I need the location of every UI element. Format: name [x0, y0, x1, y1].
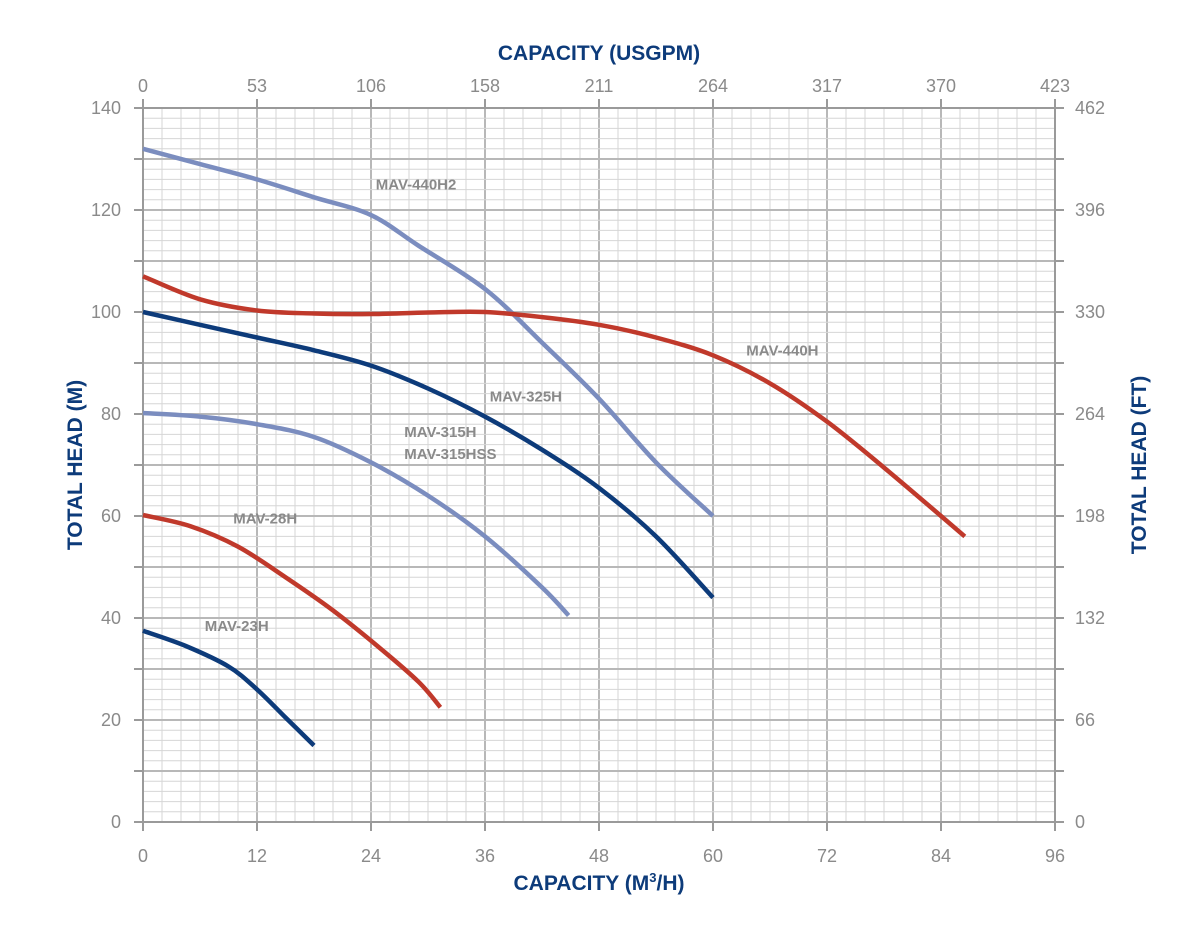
- x-top-tick-label: 53: [247, 76, 267, 96]
- y-right-tick-label: 396: [1075, 200, 1105, 220]
- x-top-tick-label: 158: [470, 76, 500, 96]
- series-label-mav-23h: MAV-23H: [205, 618, 269, 635]
- y-right-tick-label: 330: [1075, 302, 1105, 322]
- series-label-mav-315h-mav-315hss: MAV-315HSS: [404, 446, 496, 463]
- x-tick-label: 84: [931, 846, 951, 866]
- y-tick-label: 0: [111, 812, 121, 832]
- y-tick-label: 100: [91, 302, 121, 322]
- right-axis-title: TOTAL HEAD (FT): [1128, 376, 1151, 554]
- x-top-tick-label: 0: [138, 76, 148, 96]
- y-right-tick-label: 132: [1075, 608, 1105, 628]
- series-line-mav-28h: [142, 512, 443, 709]
- series-label-mav-440h2: MAV-440H2: [376, 177, 457, 194]
- bottom-axis-title-suffix: /H): [656, 872, 684, 895]
- top-axis-title: CAPACITY (USGPM): [498, 42, 700, 65]
- tick-layer: 0 12 24 36 48 60 72 84 96 0 53 106 158 211 264 317 370 42…: [91, 76, 1105, 866]
- y-right-tick-label: 198: [1075, 506, 1105, 526]
- label-layer: MAV-440H2 MAV-440H MAV-325H MAV-315H MAV-315…: [205, 177, 819, 635]
- bottom-axis-title-prefix: CAPACITY (M: [514, 872, 650, 895]
- series-line-mav-440h2: [142, 146, 715, 518]
- series-label-mav-28h: MAV-28H: [233, 511, 297, 528]
- x-tick-label: 24: [361, 846, 381, 866]
- series-line-mav-23h: [142, 628, 316, 748]
- y-tick-label: 20: [101, 710, 121, 730]
- x-top-tick-label: 106: [356, 76, 386, 96]
- y-tick-label: 120: [91, 200, 121, 220]
- y-tick-label: 60: [101, 506, 121, 526]
- x-tick-label: 12: [247, 846, 267, 866]
- y-tick-label: 80: [101, 404, 121, 424]
- left-axis-title: TOTAL HEAD (M): [64, 380, 87, 550]
- bottom-axis-title: CAPACITY (M3/H): [514, 870, 685, 895]
- series-layer: [142, 146, 967, 748]
- y-right-tick-label: 0: [1075, 812, 1085, 832]
- y-tick-label: 140: [91, 98, 121, 118]
- x-top-tick-label: 423: [1040, 76, 1070, 96]
- x-top-tick-label: 317: [812, 76, 842, 96]
- x-tick-label: 72: [817, 846, 837, 866]
- bottom-axis-title-sup: 3: [649, 870, 656, 885]
- series-line-mav-440h: [142, 274, 967, 539]
- series-label-mav-325h: MAV-325H: [490, 388, 562, 405]
- series-line-mav-325h: [142, 309, 715, 600]
- x-tick-label: 96: [1045, 846, 1065, 866]
- series-line-mav-315h-mav-315hss: [142, 410, 571, 618]
- y-right-tick-label: 66: [1075, 710, 1095, 730]
- x-top-tick-label: 264: [698, 76, 728, 96]
- series-label-mav-440h: MAV-440H: [746, 342, 818, 359]
- x-tick-label: 60: [703, 846, 723, 866]
- x-top-tick-label: 370: [926, 76, 956, 96]
- x-tick-label: 0: [138, 846, 148, 866]
- y-tick-label: 40: [101, 608, 121, 628]
- x-tick-label: 48: [589, 846, 609, 866]
- series-label-mav-315h-mav-315hss: MAV-315H: [404, 424, 476, 441]
- y-right-tick-label: 264: [1075, 404, 1105, 424]
- x-tick-label: 36: [475, 846, 495, 866]
- x-top-tick-label: 211: [585, 76, 614, 96]
- y-right-tick-label: 462: [1075, 98, 1105, 118]
